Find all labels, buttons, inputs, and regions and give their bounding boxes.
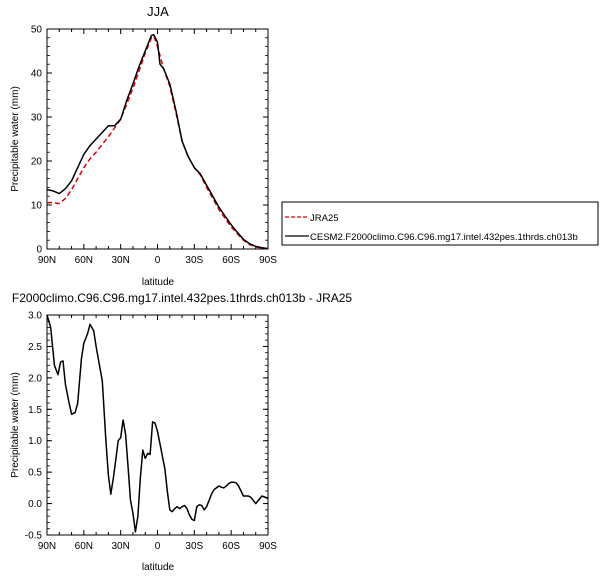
legend: JRA25 CESM2.F2000climo.C96.C96.mg17.inte… [281, 201, 599, 246]
legend-box [281, 201, 599, 246]
bottom-x-axis-label: latitude [142, 562, 175, 573]
bottom-y-tick-label: -0.5 [25, 531, 43, 542]
legend-label-jra25: JRA25 [310, 213, 339, 224]
top-y-tick-label: 40 [31, 69, 43, 80]
bottom-y-tick-label: 2.5 [28, 342, 42, 353]
bottom-y-tick-label: 1.5 [28, 405, 42, 416]
bottom-x-tick-label: 30N [111, 541, 129, 552]
bottom-x-tick-label: 30S [185, 541, 203, 552]
bottom-x-tick-label: 60S [222, 541, 240, 552]
top-x-axis-label: latitude [142, 277, 175, 288]
top-y-tick-label: 0 [36, 245, 42, 256]
top-y-tick-label: 20 [31, 157, 43, 168]
top-panel-title: JJA [147, 4, 169, 19]
top-series-line-1 [46, 33, 269, 250]
top-y-axis-label: Precipitable water (mm) [10, 86, 21, 192]
bottom-y-tick-label: 1.0 [28, 436, 42, 447]
bottom-x-tick-label: 90S [259, 541, 277, 552]
top-y-tick-label: 10 [31, 201, 43, 212]
top-plot-frame [46, 28, 269, 250]
bottom-y-tick-label: 0.5 [28, 468, 42, 479]
bottom-plot-frame [46, 314, 269, 536]
top-x-tick-label: 30N [111, 255, 129, 266]
legend-label-cesm2: CESM2.F2000climo.C96.C96.mg17.intel.432p… [310, 232, 578, 243]
bottom-x-tick-label: 0 [155, 541, 161, 552]
top-x-tick-label: 0 [155, 255, 161, 266]
top-plot-area: 90N 60N 30N 0 30S 60S 90S 0 10 20 30 40 50 [31, 25, 277, 267]
bottom-plot-area: 90N 60N 30N 0 30S 60S 90S 3.0 2.5 2.0 1.5 1.0 0.5 0.0… [25, 311, 277, 553]
top-x-tick-label: 90N [38, 255, 56, 266]
top-x-tick-label: 30S [185, 255, 203, 266]
bottom-y-tick-label: 3.0 [28, 311, 42, 322]
bottom-x-tick-label: 90N [38, 541, 56, 552]
top-x-tick-label: 90S [259, 255, 277, 266]
bottom-panel-title: F2000climo.C96.C96.mg17.intel.432pes.1th… [12, 291, 353, 305]
top-y-tick-label: 30 [31, 113, 43, 124]
top-x-tick-label: 60N [75, 255, 93, 266]
bottom-series-line-0 [46, 314, 269, 533]
bottom-x-tick-label: 60N [75, 541, 93, 552]
bottom-y-tick-label: 2.0 [28, 373, 42, 384]
bottom-y-axis-label: Precipitable water (mm) [10, 372, 21, 478]
top-y-tick-label: 50 [31, 25, 43, 36]
top-x-tick-label: 60S [222, 255, 240, 266]
top-series-line-0 [46, 35, 269, 250]
bottom-panel: F2000climo.C96.C96.mg17.intel.432pes.1th… [10, 291, 352, 573]
bottom-y-tick-label: 0.0 [28, 499, 42, 510]
top-panel: JJA 90N 60N 30N 0 30S 60S 90S 0 10 20 30 40 50 latit… [10, 4, 277, 288]
